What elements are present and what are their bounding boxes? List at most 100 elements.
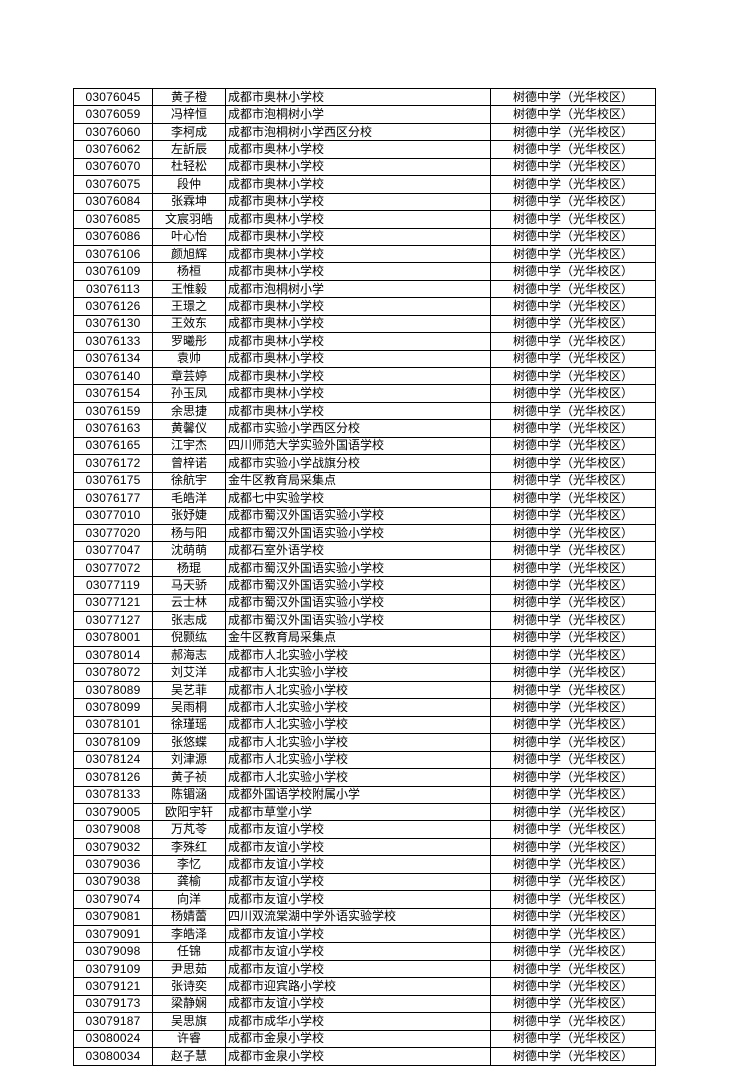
table-row: 03076130 王效东 成都市奥林小学校 树德中学（光华校区）	[73, 314, 656, 334]
cell-origin-school: 成都市奥林小学校	[225, 297, 491, 316]
cell-origin-school: 成都市奥林小学校	[225, 349, 491, 369]
cell-assigned-school: 树德中学（光华校区）	[490, 401, 656, 421]
cell-student-id: 03079173	[73, 994, 153, 1014]
cell-assigned-school: 树德中学（光华校区）	[490, 698, 656, 717]
cell-student-name: 杨婧蕾	[152, 907, 226, 927]
cell-student-name: 张霖坤	[152, 192, 226, 212]
cell-assigned-school: 树德中学（光华校区）	[490, 140, 656, 159]
cell-student-name: 万芃苓	[152, 820, 226, 839]
cell-assigned-school: 树德中学（光华校区）	[490, 837, 656, 857]
cell-assigned-school: 树德中学（光华校区）	[490, 105, 656, 124]
cell-student-name: 章芸婷	[152, 366, 226, 386]
cell-origin-school: 成都市人北实验小学校	[225, 645, 491, 665]
table-row: 03076113 王惟毅 成都市泡桐树小学 树德中学（光华校区）	[73, 279, 656, 299]
cell-student-id: 03079098	[73, 942, 153, 961]
cell-origin-school: 成都市友谊小学校	[225, 959, 491, 979]
cell-student-id: 03076086	[73, 227, 153, 246]
table-row: 03077047 沈萌萌 成都石室外语学校 树德中学（光华校区）	[73, 541, 656, 560]
cell-assigned-school: 树德中学（光华校区）	[490, 1029, 656, 1049]
cell-origin-school: 成都市奥林小学校	[225, 140, 491, 159]
cell-origin-school: 成都市奥林小学校	[225, 157, 491, 177]
cell-student-name: 杨与阳	[152, 523, 226, 543]
cell-origin-school: 成都市奥林小学校	[225, 87, 491, 107]
cell-assigned-school: 树德中学（光华校区）	[490, 802, 656, 822]
cell-assigned-school: 树德中学（光华校区）	[490, 785, 656, 804]
table-row: 03077127 张志成 成都市蜀汉外国语实验小学校 树德中学（光华校区）	[73, 611, 656, 630]
cell-student-id: 03079187	[73, 1012, 153, 1031]
cell-assigned-school: 树德中学（光华校区）	[490, 1047, 656, 1066]
cell-student-name: 李忆	[152, 855, 226, 874]
table-row: 03076154 孙玉凤 成都市奥林小学校 树德中学（光华校区）	[73, 384, 656, 403]
cell-student-name: 许睿	[152, 1029, 226, 1049]
cell-student-id: 03077010	[73, 506, 153, 525]
cell-assigned-school: 树德中学（光华校区）	[490, 262, 656, 281]
cell-student-id: 03078072	[73, 663, 153, 682]
cell-origin-school: 成都市奥林小学校	[225, 210, 491, 229]
cell-assigned-school: 树德中学（光华校区）	[490, 419, 656, 438]
table-row: 03076126 王璟之 成都市奥林小学校 树德中学（光华校区）	[73, 297, 656, 316]
table-row: 03076172 曾梓诺 成都市实验小学战旗分校 树德中学（光华校区）	[73, 454, 656, 473]
table-row: 03079098 任锦 成都市友谊小学校 树德中学（光华校区）	[73, 942, 656, 961]
cell-origin-school: 成都市泡桐树小学	[225, 105, 491, 124]
cell-origin-school: 成都外国语学校附属小学	[225, 785, 491, 804]
cell-student-name: 尹思茹	[152, 959, 226, 979]
cell-student-id: 03076106	[73, 244, 153, 264]
cell-student-id: 03077121	[73, 593, 153, 613]
cell-origin-school: 金牛区教育局采集点	[225, 628, 491, 648]
cell-assigned-school: 树德中学（光华校区）	[490, 454, 656, 473]
cell-origin-school: 成都市人北实验小学校	[225, 698, 491, 717]
cell-student-id: 03077127	[73, 611, 153, 630]
cell-origin-school: 成都市人北实验小学校	[225, 750, 491, 770]
cell-origin-school: 成都市奥林小学校	[225, 175, 491, 194]
cell-origin-school: 成都市友谊小学校	[225, 872, 491, 892]
cell-student-id: 03076070	[73, 157, 153, 177]
table-row: 03079036 李忆 成都市友谊小学校 树德中学（光华校区）	[73, 855, 656, 874]
cell-student-name: 张妤婕	[152, 506, 226, 525]
cell-student-name: 刘艾洋	[152, 663, 226, 682]
cell-student-id: 03076126	[73, 297, 153, 316]
cell-assigned-school: 树德中学（光华校区）	[490, 977, 656, 996]
cell-student-name: 黄馨仪	[152, 419, 226, 438]
cell-assigned-school: 树德中学（光华校区）	[490, 384, 656, 403]
cell-origin-school: 成都市奥林小学校	[225, 227, 491, 246]
cell-assigned-school: 树德中学（光华校区）	[490, 366, 656, 386]
table-row: 03079005 欧阳宇轩 成都市草堂小学 树德中学（光华校区）	[73, 802, 656, 822]
cell-origin-school: 成都市友谊小学校	[225, 890, 491, 909]
cell-student-name: 沈萌萌	[152, 541, 226, 560]
cell-origin-school: 成都市友谊小学校	[225, 820, 491, 839]
cell-assigned-school: 树德中学（光华校区）	[490, 733, 656, 752]
cell-origin-school: 成都市奥林小学校	[225, 244, 491, 264]
cell-origin-school: 成都市奥林小学校	[225, 192, 491, 212]
cell-student-name: 杨桓	[152, 262, 226, 281]
cell-student-id: 03079032	[73, 837, 153, 857]
cell-student-name: 马天骄	[152, 576, 226, 595]
table-row: 03079121 张诗奕 成都市迎宾路小学校 树德中学（光华校区）	[73, 977, 656, 996]
cell-student-id: 03076140	[73, 366, 153, 386]
table-row: 03079173 梁静娴 成都市友谊小学校 树德中学（光华校区）	[73, 994, 656, 1014]
cell-student-name: 陈镅涵	[152, 785, 226, 804]
cell-origin-school: 成都市蜀汉外国语实验小学校	[225, 611, 491, 630]
cell-assigned-school: 树德中学（光华校区）	[490, 924, 656, 944]
cell-assigned-school: 树德中学（光华校区）	[490, 768, 656, 787]
cell-student-name: 袁帅	[152, 349, 226, 369]
cell-student-id: 03076062	[73, 140, 153, 159]
table-row: 03076045 黄子橙 成都市奥林小学校 树德中学（光华校区）	[73, 87, 656, 107]
table-row: 03077020 杨与阳 成都市蜀汉外国语实验小学校 树德中学（光华校区）	[73, 523, 656, 543]
cell-origin-school: 成都市奥林小学校	[225, 384, 491, 403]
cell-assigned-school: 树德中学（光华校区）	[490, 820, 656, 839]
table-row: 03078014 郝海志 成都市人北实验小学校 树德中学（光华校区）	[73, 645, 656, 665]
table-row: 03079032 李殊红 成都市友谊小学校 树德中学（光华校区）	[73, 837, 656, 857]
cell-origin-school: 四川双流棠湖中学外语实验学校	[225, 907, 491, 927]
table-row: 03080024 许睿 成都市金泉小学校 树德中学（光华校区）	[73, 1029, 656, 1049]
cell-student-id: 03079008	[73, 820, 153, 839]
cell-student-id: 03077072	[73, 558, 153, 578]
cell-origin-school: 成都市奥林小学校	[225, 366, 491, 386]
cell-assigned-school: 树德中学（光华校区）	[490, 750, 656, 770]
cell-student-name: 梁静娴	[152, 994, 226, 1014]
cell-assigned-school: 树德中学（光华校区）	[490, 244, 656, 264]
cell-assigned-school: 树德中学（光华校区）	[490, 210, 656, 229]
cell-student-id: 03076133	[73, 332, 153, 351]
cell-student-name: 曾梓诺	[152, 454, 226, 473]
cell-origin-school: 成都石室外语学校	[225, 541, 491, 560]
